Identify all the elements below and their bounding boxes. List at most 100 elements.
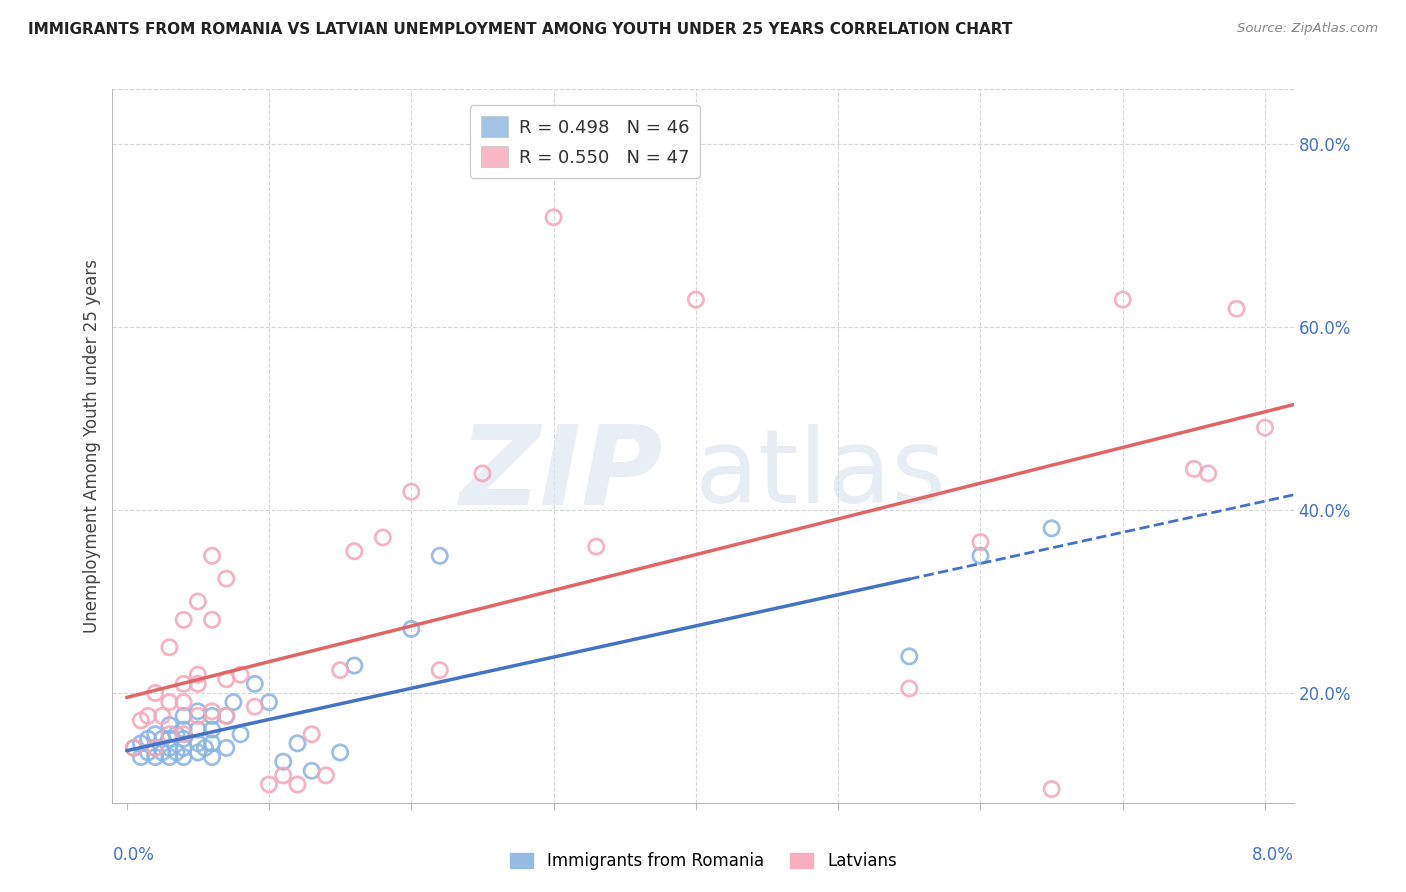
Point xyxy=(187,667,209,681)
Point xyxy=(187,723,209,737)
Point xyxy=(201,549,224,563)
Point xyxy=(187,746,209,760)
Point xyxy=(157,740,180,755)
Point xyxy=(201,736,224,750)
Point xyxy=(271,768,294,782)
Point xyxy=(187,594,209,608)
Point xyxy=(969,549,991,563)
Point xyxy=(129,750,152,764)
Point xyxy=(215,709,238,723)
Point xyxy=(129,714,152,728)
Point xyxy=(194,740,217,755)
Point xyxy=(157,695,180,709)
Point xyxy=(157,731,180,746)
Point xyxy=(329,663,352,677)
Point xyxy=(1182,462,1205,476)
Point xyxy=(257,695,280,709)
Point xyxy=(229,727,252,741)
Point xyxy=(166,727,188,741)
Point xyxy=(143,686,166,700)
Point xyxy=(229,667,252,681)
Point xyxy=(215,572,238,586)
Point xyxy=(343,658,366,673)
Point xyxy=(243,677,266,691)
Point xyxy=(173,750,195,764)
Point xyxy=(136,731,159,746)
Point xyxy=(136,746,159,760)
Point xyxy=(1254,420,1277,434)
Point xyxy=(898,649,921,664)
Point xyxy=(173,723,195,737)
Point xyxy=(287,777,309,791)
Point xyxy=(122,740,145,755)
Point xyxy=(301,764,323,778)
Point xyxy=(143,740,166,755)
Text: atlas: atlas xyxy=(695,424,948,525)
Point xyxy=(215,673,238,687)
Point xyxy=(201,750,224,764)
Point xyxy=(150,709,173,723)
Point xyxy=(329,746,352,760)
Point xyxy=(243,699,266,714)
Point xyxy=(173,695,195,709)
Point xyxy=(215,709,238,723)
Point xyxy=(150,746,173,760)
Point xyxy=(429,549,451,563)
Text: Source: ZipAtlas.com: Source: ZipAtlas.com xyxy=(1237,22,1378,36)
Point xyxy=(157,640,180,655)
Point xyxy=(157,727,180,741)
Point xyxy=(173,677,195,691)
Point xyxy=(173,731,195,746)
Point xyxy=(1197,467,1219,481)
Point xyxy=(173,740,195,755)
Point xyxy=(173,727,195,741)
Point xyxy=(122,740,145,755)
Point xyxy=(371,531,394,545)
Point xyxy=(201,704,224,718)
Point xyxy=(429,663,451,677)
Text: IMMIGRANTS FROM ROMANIA VS LATVIAN UNEMPLOYMENT AMONG YOUTH UNDER 25 YEARS CORRE: IMMIGRANTS FROM ROMANIA VS LATVIAN UNEMP… xyxy=(28,22,1012,37)
Point xyxy=(136,709,159,723)
Point xyxy=(471,467,494,481)
Point xyxy=(343,544,366,558)
Legend: R = 0.498   N = 46, R = 0.550   N = 47: R = 0.498 N = 46, R = 0.550 N = 47 xyxy=(470,105,700,178)
Text: ZIP: ZIP xyxy=(460,421,664,528)
Point xyxy=(173,613,195,627)
Point xyxy=(187,709,209,723)
Point xyxy=(1040,521,1063,535)
Point xyxy=(898,681,921,696)
Point xyxy=(143,750,166,764)
Legend: Immigrants from Romania, Latvians: Immigrants from Romania, Latvians xyxy=(502,845,904,877)
Point xyxy=(1112,293,1135,307)
Point xyxy=(257,777,280,791)
Point xyxy=(173,709,195,723)
Point xyxy=(187,677,209,691)
Point xyxy=(143,727,166,741)
Point xyxy=(187,736,209,750)
Point xyxy=(401,622,423,636)
Point xyxy=(271,755,294,769)
Point xyxy=(222,695,245,709)
Point xyxy=(187,704,209,718)
Point xyxy=(315,768,337,782)
Point xyxy=(1040,782,1063,797)
Point xyxy=(543,211,565,225)
Point xyxy=(201,723,224,737)
Point xyxy=(201,709,224,723)
Text: 0.0%: 0.0% xyxy=(112,846,155,863)
Point xyxy=(401,484,423,499)
Point xyxy=(143,740,166,755)
Point xyxy=(969,535,991,549)
Point xyxy=(685,293,707,307)
Point xyxy=(215,740,238,755)
Point xyxy=(166,746,188,760)
Point xyxy=(301,727,323,741)
Point xyxy=(150,731,173,746)
Point xyxy=(1226,301,1249,316)
Point xyxy=(201,613,224,627)
Point xyxy=(129,736,152,750)
Point xyxy=(157,750,180,764)
Point xyxy=(287,736,309,750)
Point xyxy=(157,718,180,732)
Point xyxy=(585,540,607,554)
